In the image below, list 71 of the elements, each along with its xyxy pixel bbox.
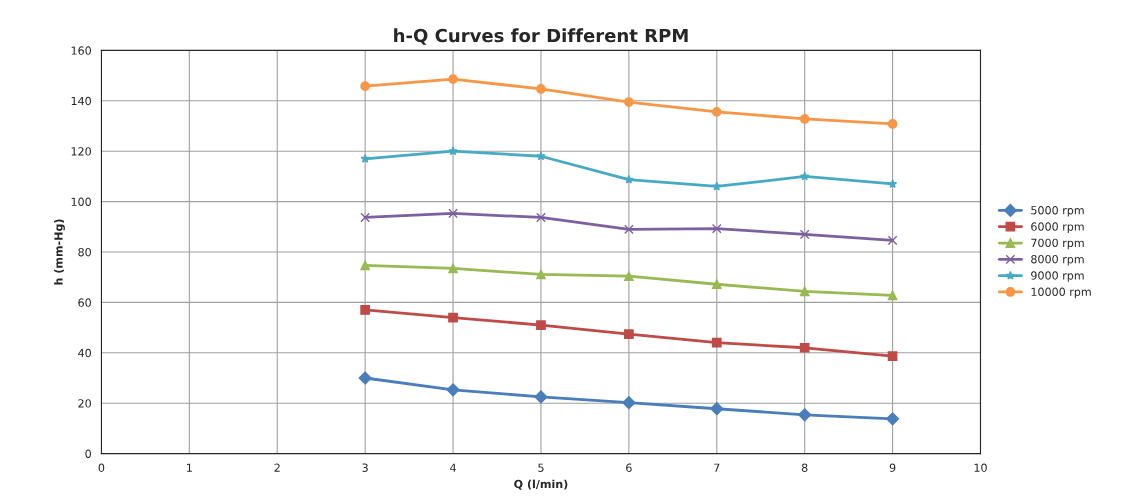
point — [712, 181, 722, 191]
x-tick-label: 0 — [98, 463, 105, 472]
point — [448, 146, 458, 156]
point — [360, 81, 371, 92]
x-tick-label: 4 — [450, 463, 456, 472]
x-tick-label: 1 — [187, 463, 192, 472]
y-axis-title: h (mm-Hg) — [54, 219, 65, 285]
point — [360, 212, 371, 223]
point — [536, 84, 546, 94]
y-tick-label: 80 — [78, 247, 91, 257]
legend-label: 10000 rpm — [1031, 287, 1091, 299]
point — [885, 412, 900, 426]
point — [624, 97, 634, 107]
y-tick-label: 40 — [78, 348, 91, 358]
point — [887, 179, 898, 189]
point — [887, 119, 898, 129]
point — [887, 351, 898, 361]
point — [800, 171, 810, 181]
point — [448, 74, 458, 84]
legend-label: 6000 rpm — [1031, 222, 1084, 233]
point — [887, 290, 898, 301]
x-tick-label: 6 — [626, 463, 632, 472]
point — [536, 269, 546, 280]
point — [798, 408, 812, 422]
x-axis-title: Q (l/min) — [514, 479, 568, 490]
point — [711, 107, 722, 117]
point — [622, 396, 636, 410]
point — [799, 229, 810, 240]
legend-label: 7000 rpm — [1031, 238, 1084, 250]
point — [534, 390, 548, 404]
point — [799, 342, 810, 353]
point — [360, 153, 370, 163]
point — [360, 260, 371, 271]
point — [711, 223, 722, 234]
y-tick-label: 140 — [71, 96, 91, 106]
point — [624, 329, 634, 340]
chart-title: h-Q Curves for Different RPM — [394, 28, 688, 45]
point — [448, 312, 458, 323]
x-tick-label: 9 — [889, 463, 896, 472]
point — [711, 279, 722, 290]
point — [710, 402, 724, 416]
x-tick-label: 10 — [974, 463, 987, 472]
point — [446, 383, 460, 397]
point — [624, 174, 634, 184]
y-tick-label: 60 — [78, 298, 91, 307]
x-tick-label: 7 — [714, 463, 720, 472]
point — [360, 305, 371, 315]
point — [711, 337, 722, 348]
y-tick-label: 160 — [71, 46, 91, 55]
y-tick-label: 120 — [71, 147, 91, 156]
legend-label: 5000 rpm — [1031, 206, 1084, 217]
point — [624, 224, 634, 235]
y-tick-label: 100 — [71, 197, 91, 206]
legend-label: 9000 rpm — [1031, 271, 1084, 282]
x-tick-label: 3 — [362, 463, 368, 472]
x-tick-label: 8 — [801, 463, 808, 472]
point — [536, 212, 546, 223]
y-tick-label: 0 — [85, 449, 91, 458]
point — [887, 235, 898, 246]
point — [536, 320, 546, 330]
x-tick-label: 5 — [538, 463, 544, 472]
point — [448, 263, 458, 274]
point — [358, 371, 372, 385]
point — [799, 286, 810, 297]
point — [624, 271, 634, 282]
point — [536, 151, 546, 161]
x-tick-label: 2 — [274, 463, 280, 472]
point — [448, 208, 458, 219]
y-tick-label: 20 — [78, 399, 91, 408]
point — [799, 114, 810, 124]
legend-label: 8000 rpm — [1031, 254, 1084, 266]
